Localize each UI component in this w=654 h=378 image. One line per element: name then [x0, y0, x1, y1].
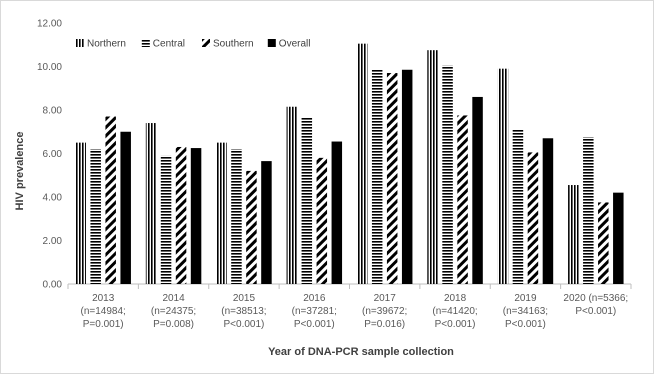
bar-overall — [261, 161, 272, 284]
x-tick-label: 2019 (n=34163; P<0.001) — [503, 293, 548, 330]
bar-overall — [613, 192, 624, 284]
bar-southern — [527, 152, 539, 284]
legend-label: Northern — [87, 39, 126, 50]
legend-label: Overall — [279, 39, 311, 50]
bar-northern — [216, 142, 227, 284]
x-tick-label: 2017 (n=39672; P=0.016) — [362, 293, 407, 330]
bar-overall — [120, 131, 131, 284]
bar-northern — [427, 50, 438, 284]
bar-southern — [105, 116, 116, 285]
bar-central — [231, 149, 242, 284]
legend-label: Central — [153, 39, 185, 50]
bar-southern — [386, 73, 398, 285]
bar-overall — [190, 148, 202, 284]
bar-northern — [568, 185, 579, 284]
x-tick-label: 2020 (n=5366; P<0.001) — [563, 293, 628, 317]
bar-northern — [286, 106, 298, 284]
y-tick-label: 8.00 — [43, 106, 63, 117]
bar-central — [371, 69, 383, 284]
bar-central — [301, 117, 313, 284]
x-axis-label: Year of DNA-PCR sample collection — [268, 346, 454, 358]
x-tick-label: 2015 (n=38513; P<0.001) — [221, 293, 266, 330]
y-tick-label: 12.00 — [37, 19, 62, 30]
bar-overall — [542, 138, 554, 284]
bar-central — [512, 129, 524, 284]
bar-southern — [598, 202, 609, 284]
bar-northern — [75, 142, 86, 284]
bar-central — [160, 155, 172, 284]
bar-overall — [401, 69, 413, 284]
bar-southern — [457, 115, 468, 284]
legend-swatch — [267, 39, 276, 47]
legend-swatch — [202, 39, 210, 47]
y-tick-label: 6.00 — [43, 149, 63, 160]
bar-overall — [331, 141, 343, 284]
bar-northern — [145, 123, 157, 284]
x-tick-label: 2018 (n=41420; P<0.001) — [432, 293, 477, 330]
bar-central — [442, 65, 453, 284]
bar-southern — [316, 157, 328, 284]
legend-swatch — [141, 39, 150, 47]
bar-southern — [175, 146, 187, 284]
bar-southern — [246, 170, 257, 284]
legend-label: Southern — [213, 39, 254, 50]
legend-swatch — [76, 39, 84, 47]
x-tick-label: 2014 (n=24375; P=0.008) — [151, 293, 196, 330]
bar-central — [583, 137, 594, 284]
x-tick-label: 2016 (n=37281; P<0.001) — [292, 293, 337, 330]
y-tick-label: 4.00 — [43, 193, 63, 204]
y-axis-label: HIV prevalence — [14, 132, 26, 211]
bar-central — [90, 149, 101, 284]
y-tick-label: 2.00 — [43, 236, 63, 247]
y-tick-label: 0.00 — [43, 280, 63, 291]
x-tick-label: 2013 (n=14984; P=0.001) — [81, 293, 126, 330]
bar-overall — [472, 96, 483, 284]
bar-northern — [356, 43, 368, 284]
bar-northern — [497, 68, 509, 284]
y-tick-label: 10.00 — [37, 62, 62, 73]
